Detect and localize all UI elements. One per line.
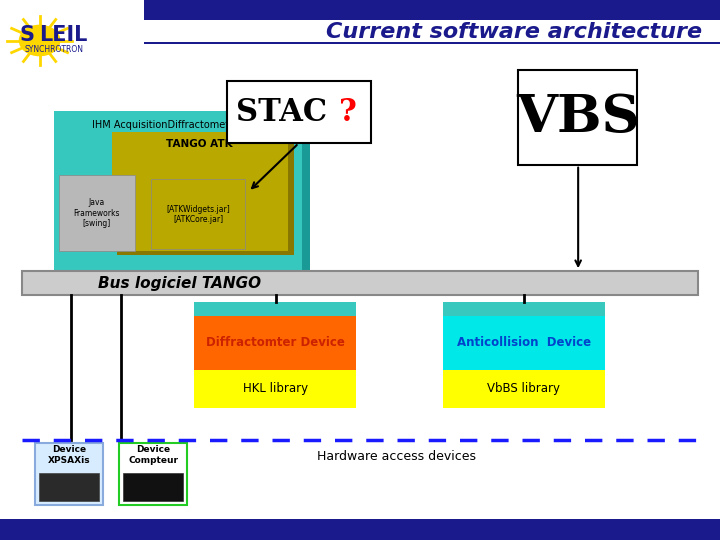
Bar	[151, 179, 245, 249]
Text: S: S	[19, 25, 35, 45]
Bar	[119, 443, 187, 505]
Bar	[144, 20, 720, 42]
Text: VBS: VBS	[516, 92, 639, 143]
Bar	[59, 176, 135, 251]
Text: Diffractomter Device: Diffractomter Device	[206, 336, 345, 349]
Text: VbBS library: VbBS library	[487, 382, 560, 395]
Bar	[518, 70, 637, 165]
Bar	[194, 370, 356, 408]
Bar	[39, 473, 99, 501]
Text: Device
Compteur: Device Compteur	[128, 446, 178, 465]
Bar	[35, 443, 103, 505]
Text: LEIL: LEIL	[40, 25, 88, 45]
Text: Hardware access devices: Hardware access devices	[317, 450, 475, 463]
Bar	[443, 302, 605, 316]
Bar	[194, 316, 356, 370]
Bar	[227, 81, 371, 143]
Bar	[0, 0, 720, 20]
Bar	[54, 111, 302, 275]
Bar	[0, 0, 144, 78]
Text: Page 5: Page 5	[649, 521, 702, 535]
Bar	[443, 316, 605, 370]
Text: Device
XPSAXis: Device XPSAXis	[48, 446, 90, 465]
Text: SYNCHROTRON: SYNCHROTRON	[24, 45, 84, 54]
Text: HKL library: HKL library	[243, 382, 308, 395]
Text: STAC: STAC	[236, 97, 327, 127]
Bar	[22, 271, 698, 295]
Bar	[144, 42, 720, 44]
Bar	[0, 517, 720, 519]
Bar	[61, 116, 310, 281]
Bar	[117, 137, 294, 255]
Text: IHM AcquisitionDiffractometer: IHM AcquisitionDiffractometer	[92, 120, 239, 131]
Bar	[0, 519, 720, 540]
Text: TANGO ATK: TANGO ATK	[166, 139, 233, 149]
Text: Bus logiciel TANGO: Bus logiciel TANGO	[99, 276, 261, 291]
Bar	[123, 473, 183, 501]
Text: Java
Frameworks
[swing]: Java Frameworks [swing]	[73, 198, 120, 228]
Text: ?: ?	[339, 97, 356, 127]
Text: [ATKWidgets.jar]
[ATKCore.jar]: [ATKWidgets.jar] [ATKCore.jar]	[166, 205, 230, 224]
Bar	[194, 302, 356, 316]
Text: Current software architecture: Current software architecture	[326, 22, 702, 43]
Circle shape	[19, 25, 60, 56]
Bar	[112, 132, 288, 251]
Bar	[443, 370, 605, 408]
Text: Anticollision  Device: Anticollision Device	[456, 336, 591, 349]
